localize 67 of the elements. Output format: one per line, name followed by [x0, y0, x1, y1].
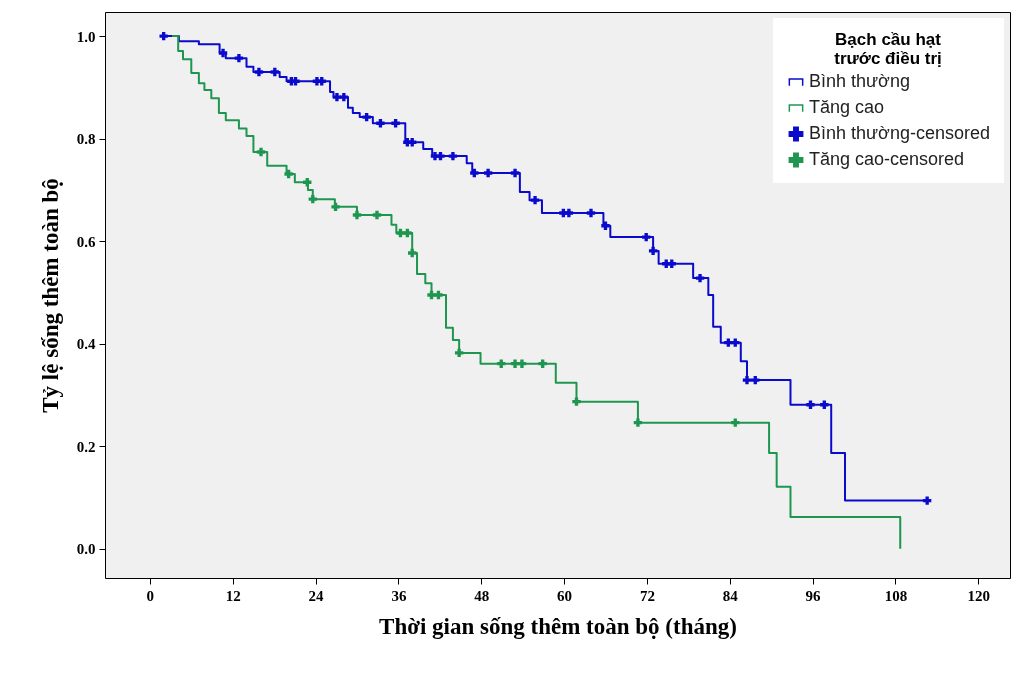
point — [352, 210, 362, 220]
y-tick-label: 1.0 — [76, 28, 96, 45]
point — [806, 400, 815, 409]
y-tick-label: 0.4 — [76, 336, 96, 353]
point — [308, 194, 317, 204]
point — [284, 169, 293, 179]
x-tick-label: 60 — [557, 587, 573, 604]
legend-label: Tăng cao-censored — [809, 149, 965, 169]
x-tick-label: 0 — [146, 587, 155, 604]
point — [601, 221, 610, 230]
y-tick-label: 0.2 — [76, 438, 96, 455]
x-tick-label: 72 — [639, 587, 655, 604]
point — [642, 232, 651, 242]
point — [436, 151, 445, 161]
legend-label: Tăng cao — [809, 97, 885, 117]
x-tick-label: 12 — [225, 587, 241, 604]
point — [572, 397, 581, 406]
point — [362, 112, 371, 122]
x-axis-title: Thời gian sống thêm toàn bộ (tháng) — [379, 613, 737, 639]
point — [254, 67, 264, 77]
point — [331, 202, 340, 211]
point — [339, 92, 349, 102]
point — [218, 48, 228, 58]
x-tick-label: 48 — [474, 587, 490, 604]
y-axis-title: Tỷ lệ sống thêm toàn bộ — [37, 178, 63, 413]
point — [470, 168, 479, 178]
legend-title: Bạch cầu hạt trước điều trị — [834, 30, 942, 68]
x-tick-label: 24 — [308, 587, 325, 604]
point — [332, 92, 342, 102]
y-tick-label: 0.0 — [76, 541, 96, 558]
point — [403, 228, 412, 238]
point — [483, 168, 493, 178]
y-tick-label: 0.8 — [76, 131, 96, 148]
point — [408, 248, 417, 258]
point — [448, 151, 458, 161]
point — [159, 31, 168, 41]
point — [376, 119, 385, 128]
point — [648, 246, 658, 256]
point — [434, 290, 443, 300]
point — [510, 359, 520, 368]
point — [742, 375, 752, 385]
point — [564, 208, 574, 218]
point — [586, 208, 596, 218]
point — [538, 359, 547, 368]
x-tick-label: 108 — [884, 587, 908, 604]
point — [695, 273, 705, 283]
point — [517, 359, 527, 368]
point — [234, 53, 244, 63]
point — [510, 168, 520, 178]
point — [372, 210, 382, 220]
point — [922, 496, 932, 505]
y-tick-label: 0.6 — [76, 233, 96, 250]
point — [454, 348, 464, 358]
x-tick-label: 84 — [722, 587, 739, 604]
legend-label: Bình thường-censored — [809, 123, 990, 143]
point — [270, 67, 279, 77]
point — [530, 195, 540, 205]
point — [391, 119, 400, 128]
point — [751, 375, 760, 385]
legend-label: Bình thường — [809, 71, 910, 91]
point — [256, 147, 266, 157]
x-tick-label: 96 — [805, 587, 822, 604]
point — [731, 338, 740, 347]
point — [731, 418, 740, 427]
point — [633, 418, 643, 427]
x-tick-label: 36 — [391, 587, 407, 604]
x-tick-label: 120 — [967, 587, 990, 604]
